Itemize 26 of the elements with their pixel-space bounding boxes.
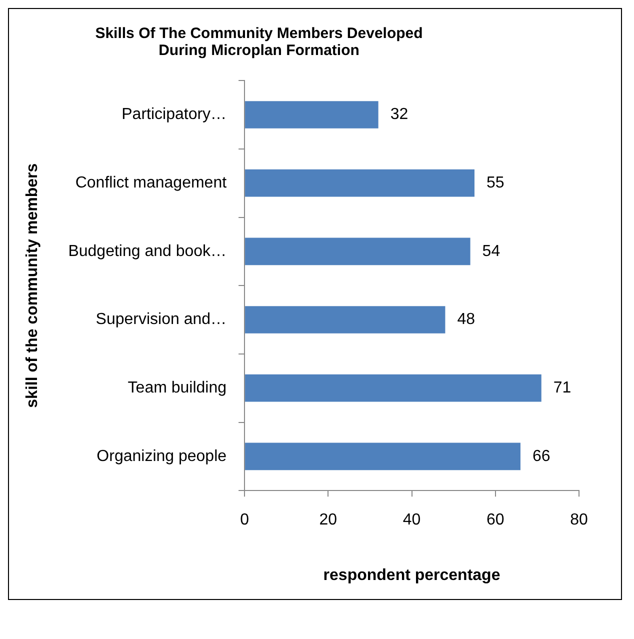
bar bbox=[245, 101, 378, 128]
y-tick-label: Organizing people bbox=[96, 448, 227, 465]
data-label: 71 bbox=[553, 380, 572, 397]
bar bbox=[245, 442, 520, 470]
bar bbox=[245, 238, 470, 266]
y-tick-label: Conflict management bbox=[75, 174, 228, 192]
data-label: 54 bbox=[482, 242, 500, 260]
bar bbox=[245, 374, 542, 402]
y-tick-label: Supervision and… bbox=[96, 311, 227, 328]
bar bbox=[245, 169, 474, 197]
bar bbox=[245, 306, 446, 334]
y-tick-label: Budgeting and book… bbox=[68, 242, 227, 260]
y-tick-label: Participatory… bbox=[122, 106, 227, 124]
x-tick-label: 60 bbox=[486, 512, 504, 529]
x-tick-label: 0 bbox=[240, 512, 250, 529]
data-label: 66 bbox=[532, 448, 550, 465]
y-axis-title: skill of the community members bbox=[24, 163, 42, 408]
data-label: 32 bbox=[390, 106, 408, 124]
chart-title: Skills Of The Community Members Developed During Microplan Formation bbox=[94, 25, 424, 59]
x-tick-label: 80 bbox=[570, 512, 588, 529]
x-tick-label: 20 bbox=[319, 512, 338, 529]
x-tick-label: 40 bbox=[402, 512, 421, 529]
data-label: 48 bbox=[457, 311, 476, 328]
x-axis-title: respondent percentage bbox=[323, 566, 500, 584]
data-label: 55 bbox=[486, 174, 504, 192]
y-tick-label: Team building bbox=[128, 380, 227, 397]
